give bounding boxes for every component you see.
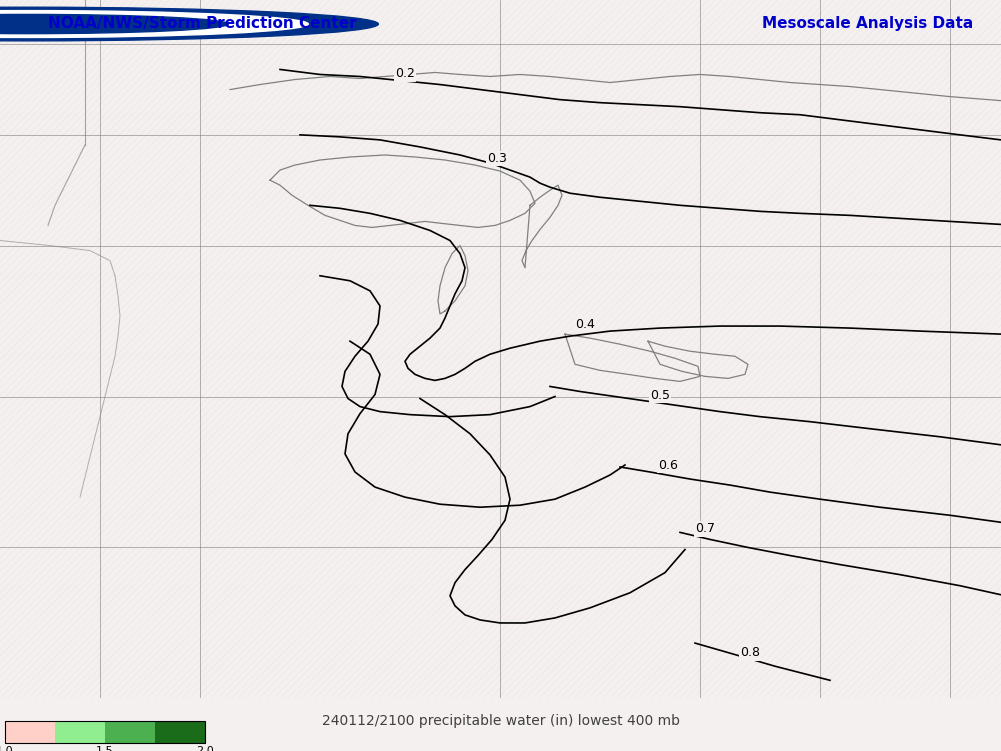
Bar — [55, 721, 105, 743]
Text: 1.5: 1.5 — [96, 746, 114, 751]
Bar — [155, 721, 205, 743]
Text: 240112/2100 precipitable water (in) lowest 400 mb: 240112/2100 precipitable water (in) lowe… — [322, 714, 680, 728]
Bar — [5, 721, 55, 743]
Bar — [105, 721, 155, 743]
Text: Mesoscale Analysis Data: Mesoscale Analysis Data — [762, 16, 973, 31]
Text: 0.2: 0.2 — [395, 68, 414, 80]
Text: 0.4: 0.4 — [575, 318, 595, 331]
Circle shape — [0, 8, 378, 41]
Bar — [5, 721, 205, 743]
Text: 2.0: 2.0 — [196, 746, 214, 751]
Text: 0.6: 0.6 — [658, 459, 678, 472]
Text: 0.8: 0.8 — [740, 646, 760, 659]
Text: 0.3: 0.3 — [487, 152, 507, 165]
Text: NOAA/NWS/Storm Prediction Center: NOAA/NWS/Storm Prediction Center — [48, 16, 356, 31]
Circle shape — [0, 14, 228, 34]
Text: 1.0: 1.0 — [0, 746, 14, 751]
Text: 0.5: 0.5 — [650, 388, 670, 402]
Circle shape — [0, 11, 308, 38]
Text: 0.7: 0.7 — [695, 523, 715, 535]
